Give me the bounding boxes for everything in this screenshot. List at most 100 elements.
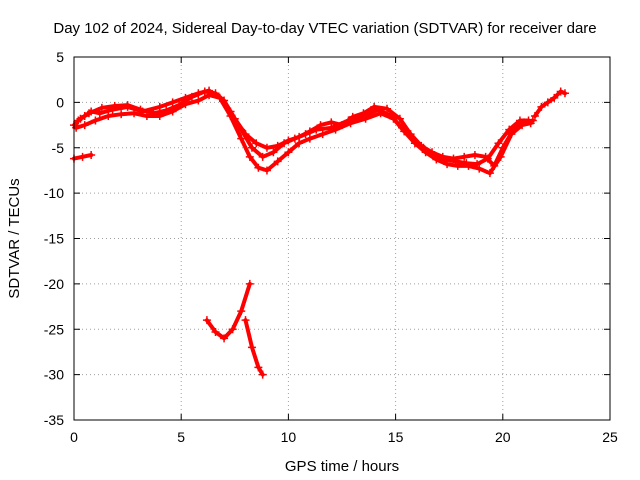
data-point xyxy=(520,118,529,127)
data-point xyxy=(273,157,282,166)
data-point xyxy=(460,152,469,161)
data-point xyxy=(175,101,184,110)
data-point xyxy=(76,114,85,123)
data-point xyxy=(481,152,490,161)
data-point xyxy=(453,161,462,170)
data-point xyxy=(443,160,452,169)
data-point xyxy=(254,163,263,172)
data-point xyxy=(485,169,494,178)
data-point xyxy=(490,161,499,170)
data-point xyxy=(211,327,220,336)
data-point xyxy=(258,370,267,379)
data-point xyxy=(273,141,282,150)
data-point xyxy=(200,87,209,96)
chart-title: Day 102 of 2024, Sidereal Day-to-day VTE… xyxy=(53,20,596,37)
data-point xyxy=(305,127,314,136)
data-point xyxy=(237,307,246,316)
data-point xyxy=(254,363,263,372)
data-point xyxy=(331,125,340,134)
data-point xyxy=(104,111,113,120)
series-line xyxy=(72,88,531,167)
data-point xyxy=(168,98,177,107)
data-point xyxy=(110,102,119,111)
data-point xyxy=(470,151,479,160)
data-point xyxy=(245,152,254,161)
data-point xyxy=(370,102,379,111)
x-tick-label: 25 xyxy=(602,429,618,445)
data-point xyxy=(237,134,246,143)
data-point xyxy=(136,105,145,114)
data-point xyxy=(149,109,158,118)
data-point xyxy=(72,123,81,132)
axis-ticks: 0 5 10 15 20 25 5 0 -5 -10 -15 -20 -25 -30 -35 xyxy=(44,49,618,445)
data-point xyxy=(359,109,368,118)
y-tick-label: -15 xyxy=(44,231,64,247)
data-point xyxy=(395,114,404,123)
series-outlier-drop xyxy=(241,316,267,379)
y-tick-label: -30 xyxy=(44,367,64,383)
data-point xyxy=(530,111,539,120)
data-point xyxy=(560,89,569,98)
data-point xyxy=(449,154,458,163)
x-tick-label: 0 xyxy=(70,429,78,445)
data-point xyxy=(241,316,250,325)
data-point xyxy=(550,93,559,102)
data-point xyxy=(348,112,357,121)
data-point xyxy=(155,102,164,111)
data-point xyxy=(537,102,546,111)
x-tick-label: 15 xyxy=(388,429,404,445)
data-point xyxy=(475,164,484,173)
data-point xyxy=(247,343,256,352)
data-point xyxy=(383,104,392,113)
data-point xyxy=(78,152,87,161)
data-point xyxy=(376,109,385,118)
data-point xyxy=(438,152,447,161)
y-tick-label: -35 xyxy=(44,412,64,428)
data-point xyxy=(318,130,327,139)
data-point xyxy=(428,148,437,157)
data-point xyxy=(305,134,314,143)
series-group xyxy=(70,86,569,379)
y-axis-label: SDTVAR / TECUs xyxy=(6,178,23,298)
y-tick-label: -10 xyxy=(44,185,64,201)
data-point xyxy=(241,130,250,139)
data-point xyxy=(262,166,271,175)
data-point xyxy=(80,121,89,130)
data-point xyxy=(117,110,126,119)
data-point xyxy=(295,132,304,141)
data-point xyxy=(498,143,507,152)
data-point xyxy=(85,109,94,118)
data-point xyxy=(211,89,220,98)
data-point xyxy=(432,155,441,164)
data-point xyxy=(230,114,239,123)
x-tick-label: 5 xyxy=(177,429,185,445)
data-point xyxy=(194,96,203,105)
series-track-c xyxy=(76,87,537,170)
data-point xyxy=(269,148,278,157)
data-point xyxy=(464,161,473,170)
data-point xyxy=(509,125,518,134)
data-point xyxy=(220,96,229,105)
data-point xyxy=(316,121,325,130)
y-tick-label: -25 xyxy=(44,321,64,337)
data-point xyxy=(87,151,96,160)
data-point xyxy=(130,109,139,118)
data-point xyxy=(494,139,503,148)
data-point xyxy=(361,114,370,123)
data-point xyxy=(556,87,565,96)
data-point xyxy=(220,334,229,343)
y-tick-label: 0 xyxy=(56,94,64,110)
data-point xyxy=(327,118,336,127)
data-point xyxy=(417,141,426,150)
data-point xyxy=(284,136,293,145)
data-point xyxy=(202,316,211,325)
series-outlier-dip xyxy=(202,279,254,343)
data-point xyxy=(123,101,132,110)
x-axis-label: GPS time / hours xyxy=(285,458,399,475)
data-point xyxy=(187,92,196,101)
y-tick-label: -5 xyxy=(52,140,65,156)
series-segment-late xyxy=(530,87,569,120)
data-point xyxy=(338,121,346,130)
series-line xyxy=(243,318,265,377)
